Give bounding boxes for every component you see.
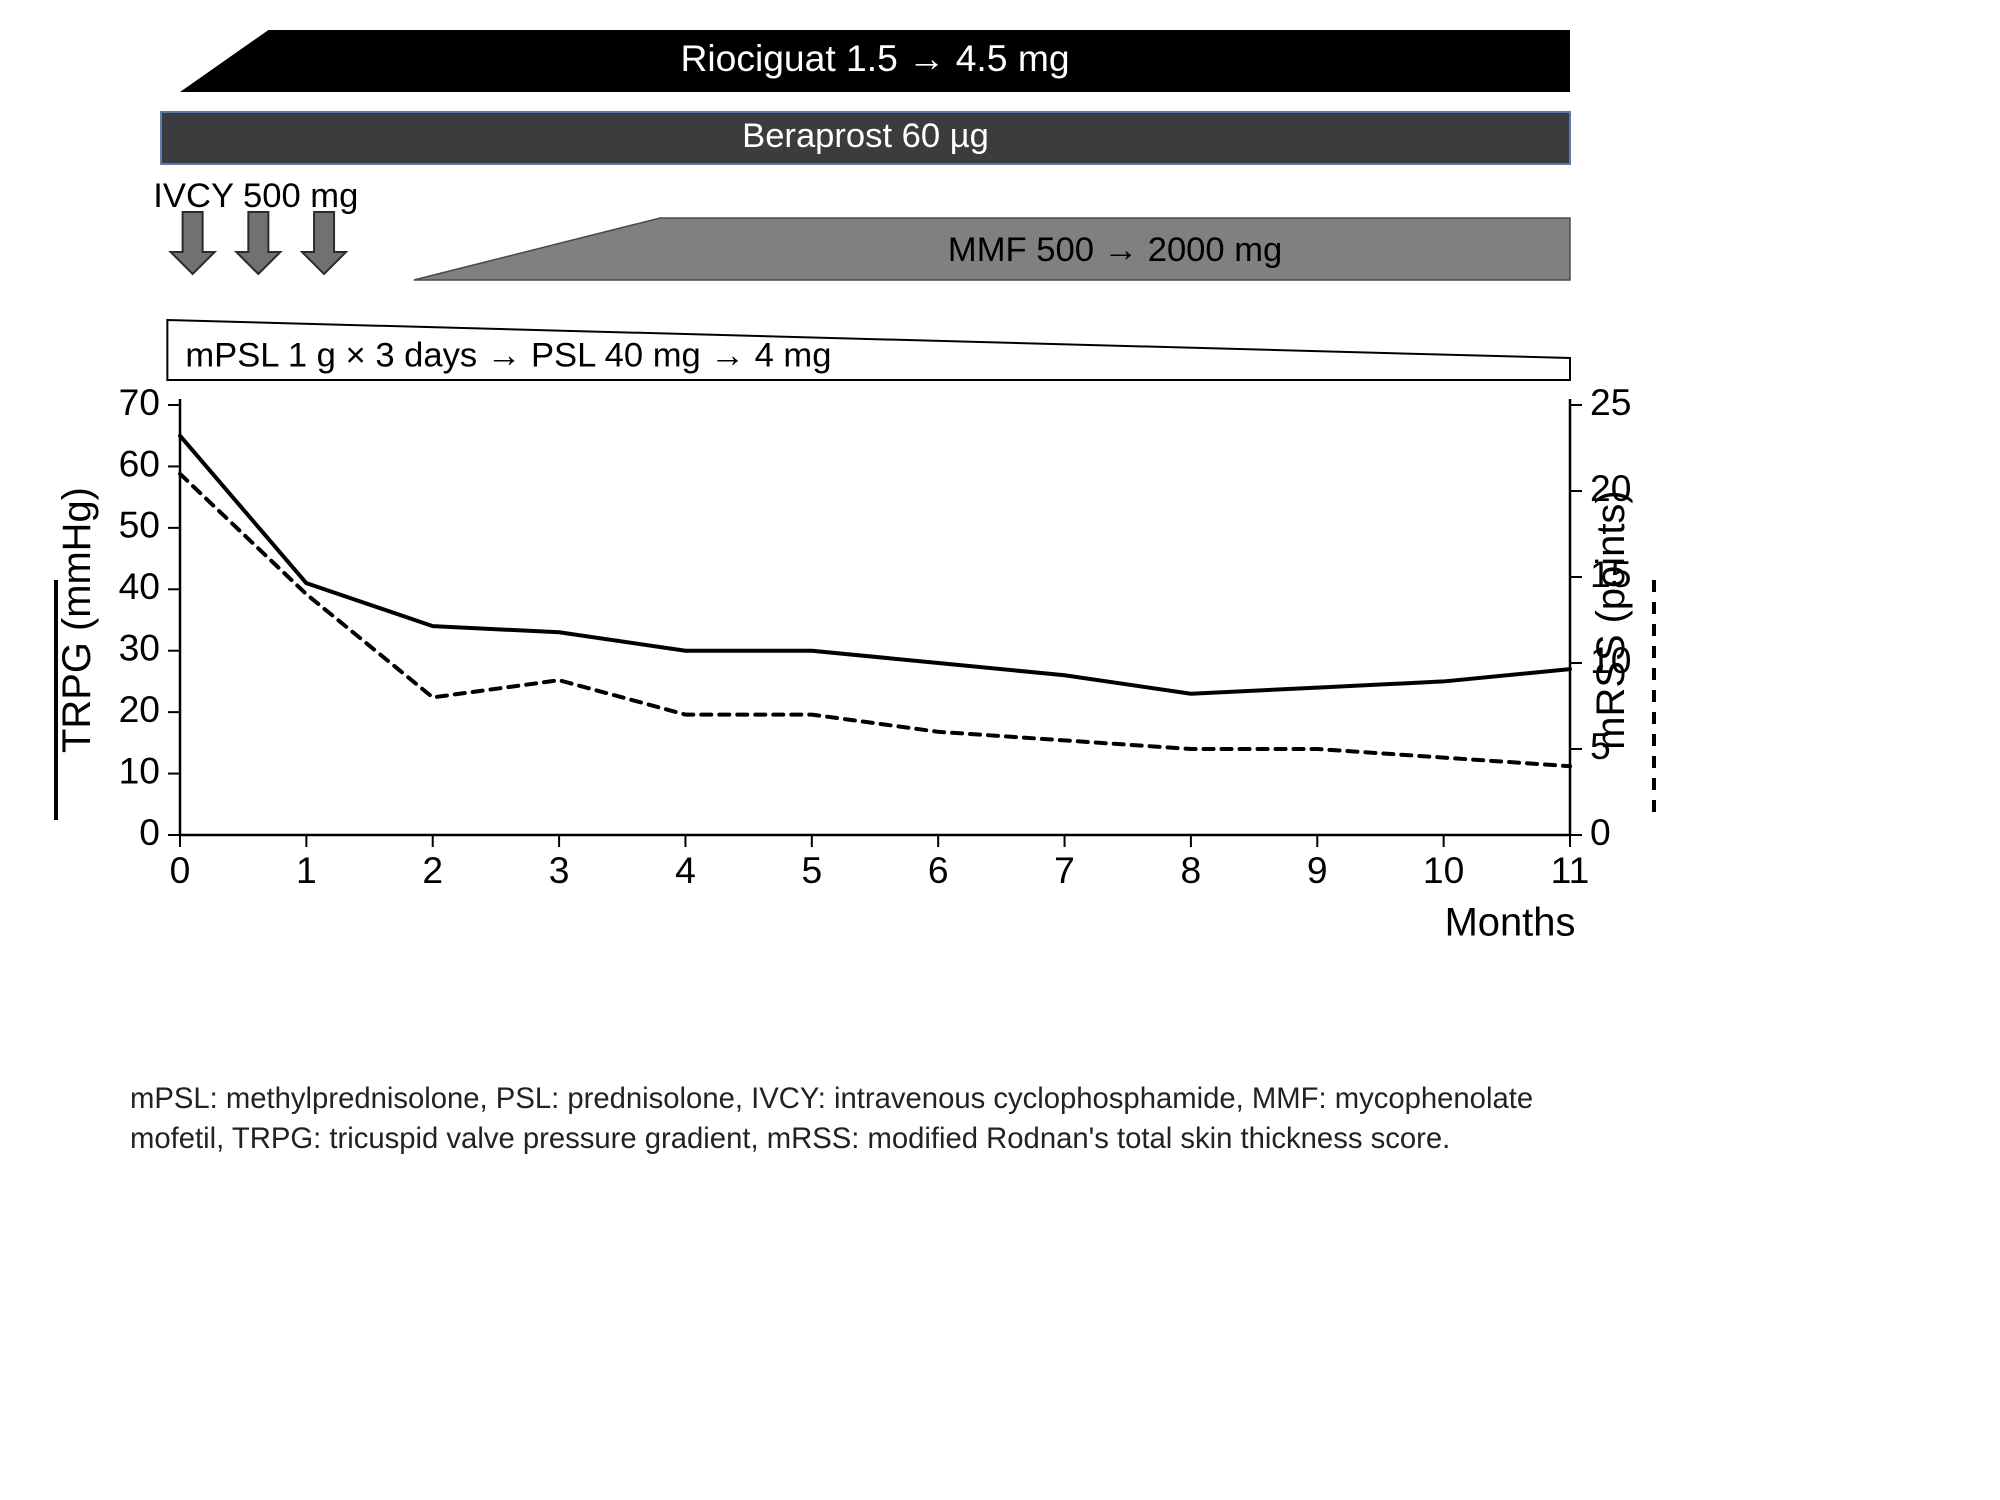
svg-text:10: 10 xyxy=(119,749,160,791)
svg-text:40: 40 xyxy=(119,565,160,607)
svg-text:IVCY 500 mg: IVCY 500 mg xyxy=(153,177,358,215)
ivcy-arrow-2 xyxy=(302,212,346,274)
series-mrss xyxy=(180,474,1570,766)
svg-text:0: 0 xyxy=(170,849,191,891)
svg-text:6: 6 xyxy=(928,849,949,891)
svg-text:10: 10 xyxy=(1423,849,1464,891)
svg-text:MMF 500 → 2000 mg: MMF 500 → 2000 mg xyxy=(948,231,1282,269)
series-trpg xyxy=(180,436,1570,694)
svg-text:8: 8 xyxy=(1181,849,1202,891)
ivcy-arrow-1 xyxy=(236,212,280,274)
svg-text:Months: Months xyxy=(1445,901,1576,945)
svg-text:Beraprost 60 µg: Beraprost 60 µg xyxy=(742,117,989,155)
ivcy-arrow-0 xyxy=(171,212,215,274)
svg-text:7: 7 xyxy=(1054,849,1075,891)
svg-text:70: 70 xyxy=(119,381,160,423)
y-right-label: mRSS (points) xyxy=(1589,490,1633,749)
svg-text:9: 9 xyxy=(1307,849,1328,891)
figure-caption: mPSL: methylprednisolone, PSL: prednisol… xyxy=(130,1080,1630,1159)
svg-text:0: 0 xyxy=(1590,811,1611,853)
svg-text:5: 5 xyxy=(801,849,822,891)
svg-text:25: 25 xyxy=(1590,381,1631,423)
figure-page: Riociguat 1.5 → 4.5 mg Beraprost 60 µg IVC… xyxy=(0,0,2000,1500)
svg-text:11: 11 xyxy=(1551,849,1590,891)
svg-text:mPSL 1 g × 3 days → PSL 40 mg: mPSL 1 g × 3 days → PSL 40 mg → 4 mg xyxy=(185,336,831,374)
figure-svg: Riociguat 1.5 → 4.5 mg Beraprost 60 µg IVC… xyxy=(0,0,2000,1500)
svg-text:50: 50 xyxy=(119,504,160,546)
svg-text:Riociguat 1.5 → 4.5 mg: Riociguat 1.5 → 4.5 mg xyxy=(680,37,1069,79)
y-left-label: TRPG (mmHg) xyxy=(55,487,99,753)
svg-text:1: 1 xyxy=(296,849,317,891)
svg-text:3: 3 xyxy=(549,849,570,891)
svg-text:0: 0 xyxy=(139,811,160,853)
svg-text:2: 2 xyxy=(422,849,443,891)
svg-text:30: 30 xyxy=(119,627,160,669)
svg-text:4: 4 xyxy=(675,849,696,891)
svg-text:20: 20 xyxy=(119,688,160,730)
svg-text:60: 60 xyxy=(119,442,160,484)
